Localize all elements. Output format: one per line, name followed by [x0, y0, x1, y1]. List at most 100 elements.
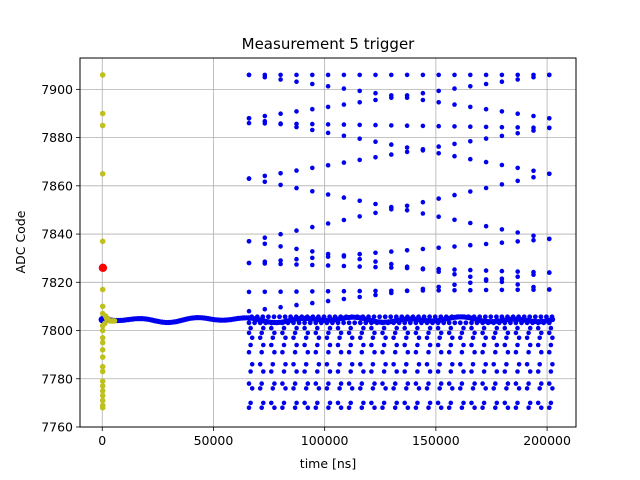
pulse-point [416, 362, 422, 367]
fan-point [341, 72, 347, 78]
fan-point [373, 259, 378, 264]
baseline-point [360, 314, 366, 320]
pulse-point [404, 362, 409, 367]
pulse-point [416, 335, 422, 341]
yellow-point [99, 171, 106, 177]
pulse-point [472, 330, 477, 336]
fan-point [515, 269, 520, 274]
pulse-point [494, 342, 500, 348]
fan-point [325, 289, 331, 294]
fan-point [341, 122, 347, 127]
pulse-point [270, 362, 276, 367]
pulse-point [461, 369, 466, 374]
pulse-point [261, 325, 266, 331]
pulse-point [248, 325, 253, 331]
fan-point [420, 90, 426, 96]
fan-point [404, 145, 410, 150]
pulse-point [249, 335, 255, 341]
pulse-point [303, 335, 309, 341]
pulse-point [272, 349, 277, 355]
fan-point [531, 233, 536, 238]
pulse-point [370, 335, 376, 341]
pulse-point [458, 386, 463, 391]
y-axis-label: ADC Code [13, 210, 28, 273]
fan-point [452, 217, 457, 223]
baseline-point [274, 320, 280, 326]
baseline-point [443, 314, 449, 320]
fan-point [357, 294, 363, 300]
y-axis-ticks: 7760 7780 7800 7820 7840 7860 7880 7900 [41, 82, 80, 435]
pulse-point [348, 325, 354, 331]
yellow-point [99, 347, 106, 353]
fan-point [468, 72, 473, 78]
fan-point [483, 124, 489, 130]
baseline-point [257, 320, 263, 326]
pulse-point [391, 386, 396, 391]
pulse-point [302, 325, 307, 331]
fan-point [357, 251, 363, 257]
pulse-point [548, 369, 554, 374]
pulse-point [335, 325, 341, 331]
pulse-point [305, 349, 311, 355]
baseline-point [469, 320, 474, 326]
baseline-point [446, 320, 452, 326]
fan-point [547, 236, 552, 242]
fan-point [468, 274, 473, 280]
pulse-point [469, 325, 474, 331]
fan-point [278, 72, 283, 78]
pulse-point [438, 381, 444, 386]
pulse-point [405, 381, 411, 386]
baseline-point [457, 320, 463, 326]
red-point [98, 263, 108, 272]
pulse-point [502, 325, 508, 331]
baseline-point [357, 320, 363, 326]
pulse-point [280, 349, 285, 355]
baseline-point [369, 320, 374, 326]
baseline-point [482, 314, 488, 320]
plot-frame [79, 57, 577, 428]
pulse-point [359, 405, 365, 411]
pulse-point [327, 369, 333, 374]
fan-point [294, 185, 299, 191]
fan-point [468, 104, 473, 110]
baseline-point [393, 314, 399, 320]
baseline-point [327, 314, 332, 320]
pulse-point [327, 325, 333, 331]
baseline-point [316, 314, 321, 320]
pulse-point [448, 342, 454, 348]
baseline-point [268, 320, 274, 326]
fan-point [278, 304, 283, 310]
baseline-point [524, 320, 530, 326]
fan-point [262, 235, 268, 240]
pulse-point [527, 400, 533, 406]
fan-point [389, 290, 394, 296]
pulse-point [524, 362, 530, 367]
pulse-point [283, 386, 288, 391]
fan-point [389, 207, 394, 212]
fan-point [357, 214, 363, 219]
fan-point [246, 72, 252, 78]
fan-point [436, 72, 442, 78]
fan-point [310, 189, 315, 194]
fan-point [294, 72, 299, 78]
yellow-point [111, 318, 118, 324]
pulse-point [346, 381, 352, 386]
pulse-point [291, 362, 296, 367]
pulse-point [502, 400, 508, 406]
pulse-point [381, 400, 387, 406]
pulse-point [446, 405, 452, 411]
fan-point [310, 300, 315, 306]
pulse-point [372, 381, 377, 386]
pulse-point [524, 386, 530, 391]
baseline-point [516, 314, 521, 320]
fan-point [531, 128, 536, 133]
baseline-point [477, 314, 483, 320]
pulse-point [493, 349, 498, 355]
pulse-point [313, 330, 319, 336]
pulse-point [358, 386, 363, 391]
pulse-point [461, 342, 466, 348]
pulse-point [281, 369, 287, 374]
yellow-point [99, 388, 106, 394]
pulse-point [392, 405, 398, 411]
baseline-point [380, 320, 385, 326]
